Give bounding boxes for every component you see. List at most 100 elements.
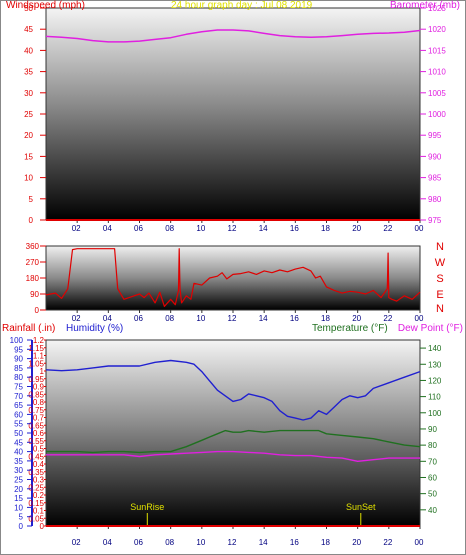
y-tick-label: 50 — [14, 429, 23, 438]
y-tick-label: 85 — [14, 364, 23, 373]
y-tick-label: 180 — [26, 274, 40, 283]
y-tick-label: 0.25 — [28, 483, 44, 492]
y-tick-label: 1 — [40, 367, 45, 376]
y-tick-label: 95 — [14, 345, 23, 354]
baro-line — [45, 29, 421, 43]
y-tick-label: 35 — [24, 68, 33, 77]
x-tick-label: 12 — [228, 314, 237, 323]
y-tick-label: 70 — [428, 457, 437, 466]
y-tick-label: 35 — [14, 457, 23, 466]
plot-area-top — [45, 7, 421, 221]
y-tick-label: 1015 — [428, 46, 446, 55]
x-tick-label: 04 — [103, 538, 112, 547]
y-tick-label: 985 — [428, 174, 442, 183]
y-tick-label: 0.75 — [28, 406, 44, 415]
x-tick-label: 20 — [352, 224, 361, 233]
top-series — [45, 29, 421, 221]
y-tick-label: 30 — [24, 89, 33, 98]
y-tick-label: 55 — [14, 420, 23, 429]
x-tick-label: 08 — [165, 538, 174, 547]
dewpoint-line — [46, 450, 420, 462]
mid-series — [45, 248, 421, 307]
x-tick-label: 18 — [321, 538, 330, 547]
top-time-ticks: 02 04 06 08 10 12 14 16 18 20 22 00 — [72, 220, 424, 233]
temperature-axis-label: Temperature (°F) — [312, 323, 388, 334]
x-tick-label: 18 — [321, 314, 330, 323]
y-tick-label: 0 — [35, 306, 40, 315]
y-tick-label: 1.1 — [33, 352, 45, 361]
y-tick-label: 995 — [428, 131, 442, 140]
y-tick-label: 90 — [30, 290, 39, 299]
humidity-ticks: 0510152025303540455055606570758085909510… — [10, 336, 32, 531]
x-tick-label: 22 — [383, 314, 392, 323]
y-tick-label: 140 — [428, 344, 442, 353]
barometer-ticks: 975 980 985 990 995 1000 1005 1010 1015 1020 1025 — [420, 4, 446, 225]
bottom-series — [45, 359, 421, 527]
y-tick-label: 5 — [19, 513, 24, 522]
x-tick-label: 22 — [383, 538, 392, 547]
dewpoint-axis-label: Dew Point (°F) — [398, 323, 463, 334]
panel-rain-humidity-temp: Rainfall (.in) Humidity (%) Temperature … — [2, 323, 463, 547]
y-tick-label: 1.15 — [28, 344, 44, 353]
humidity-line — [45, 359, 421, 421]
y-tick-label: 45 — [24, 25, 33, 34]
y-tick-label: 0 — [29, 216, 34, 225]
x-tick-label: 14 — [259, 224, 268, 233]
y-tick-label: 5 — [29, 195, 34, 204]
rainfall-axis-label: Rainfall (.in) — [2, 323, 55, 334]
y-tick-label: 0.3 — [33, 476, 45, 485]
x-tick-label: 00 — [415, 314, 424, 323]
x-tick-label: 10 — [196, 314, 205, 323]
x-tick-label: 14 — [259, 314, 268, 323]
y-tick-label: 45 — [14, 438, 23, 447]
humidity-axis-label: Humidity (%) — [66, 323, 123, 334]
x-tick-label: 16 — [290, 314, 299, 323]
sunset-label: SunSet — [346, 502, 376, 512]
y-tick-label: 15 — [14, 494, 23, 503]
x-tick-label: 10 — [196, 538, 205, 547]
x-tick-label: 08 — [165, 224, 174, 233]
y-tick-label: 90 — [14, 355, 23, 364]
y-tick-label: 50 — [428, 490, 437, 499]
y-tick-label: 0.4 — [33, 460, 45, 469]
compass-label: N — [436, 241, 444, 253]
y-tick-label: 0.8 — [33, 398, 45, 407]
y-tick-label: 10 — [24, 174, 33, 183]
x-tick-label: 16 — [290, 538, 299, 547]
y-tick-label: 1.05 — [28, 359, 44, 368]
y-tick-label: 0 — [40, 522, 45, 531]
y-tick-label: 0.85 — [28, 390, 44, 399]
direction-ticks: 0 90 180 270 360 — [26, 242, 46, 315]
compass-label: E — [436, 289, 443, 301]
y-tick-label: 75 — [14, 383, 23, 392]
y-tick-label: 0.55 — [28, 437, 44, 446]
y-tick-label: 25 — [24, 110, 33, 119]
y-tick-label: 1000 — [428, 110, 446, 119]
y-tick-label: 0.7 — [33, 414, 45, 423]
y-tick-label: 0.05 — [28, 514, 44, 523]
y-tick-label: 1025 — [428, 4, 446, 13]
y-tick-label: 70 — [14, 392, 23, 401]
y-tick-label: 110 — [428, 393, 441, 402]
y-tick-label: 20 — [14, 485, 23, 494]
y-tick-label: 1010 — [428, 68, 446, 77]
temperature-ticks: 40 50 60 70 80 90 100 110 120 130 140 — [420, 344, 442, 515]
x-tick-label: 00 — [415, 224, 424, 233]
x-tick-label: 12 — [228, 538, 237, 547]
graph-title: 24 hour graph day : Jul 08 2019 — [171, 0, 313, 11]
y-tick-label: 0.5 — [33, 445, 45, 454]
x-tick-label: 10 — [196, 224, 205, 233]
x-tick-label: 08 — [165, 314, 174, 323]
x-tick-label: 16 — [290, 224, 299, 233]
x-tick-label: 06 — [134, 224, 143, 233]
y-tick-label: 40 — [24, 46, 33, 55]
y-tick-label: 65 — [14, 401, 23, 410]
panel-wind-barometer: Windspeed (mph) 24 hour graph day : Jul … — [6, 0, 460, 233]
y-tick-label: 0.9 — [33, 383, 45, 392]
plot-area-bottom — [45, 339, 421, 527]
windspeed-ticks: 0 5 10 15 20 25 30 35 40 45 50 — [24, 4, 46, 225]
bottom-time-ticks: 02 04 06 08 10 12 14 16 18 20 22 00 — [72, 526, 424, 547]
y-tick-label: 130 — [428, 360, 442, 369]
windspeed-axis-label: Windspeed (mph) — [6, 0, 85, 11]
